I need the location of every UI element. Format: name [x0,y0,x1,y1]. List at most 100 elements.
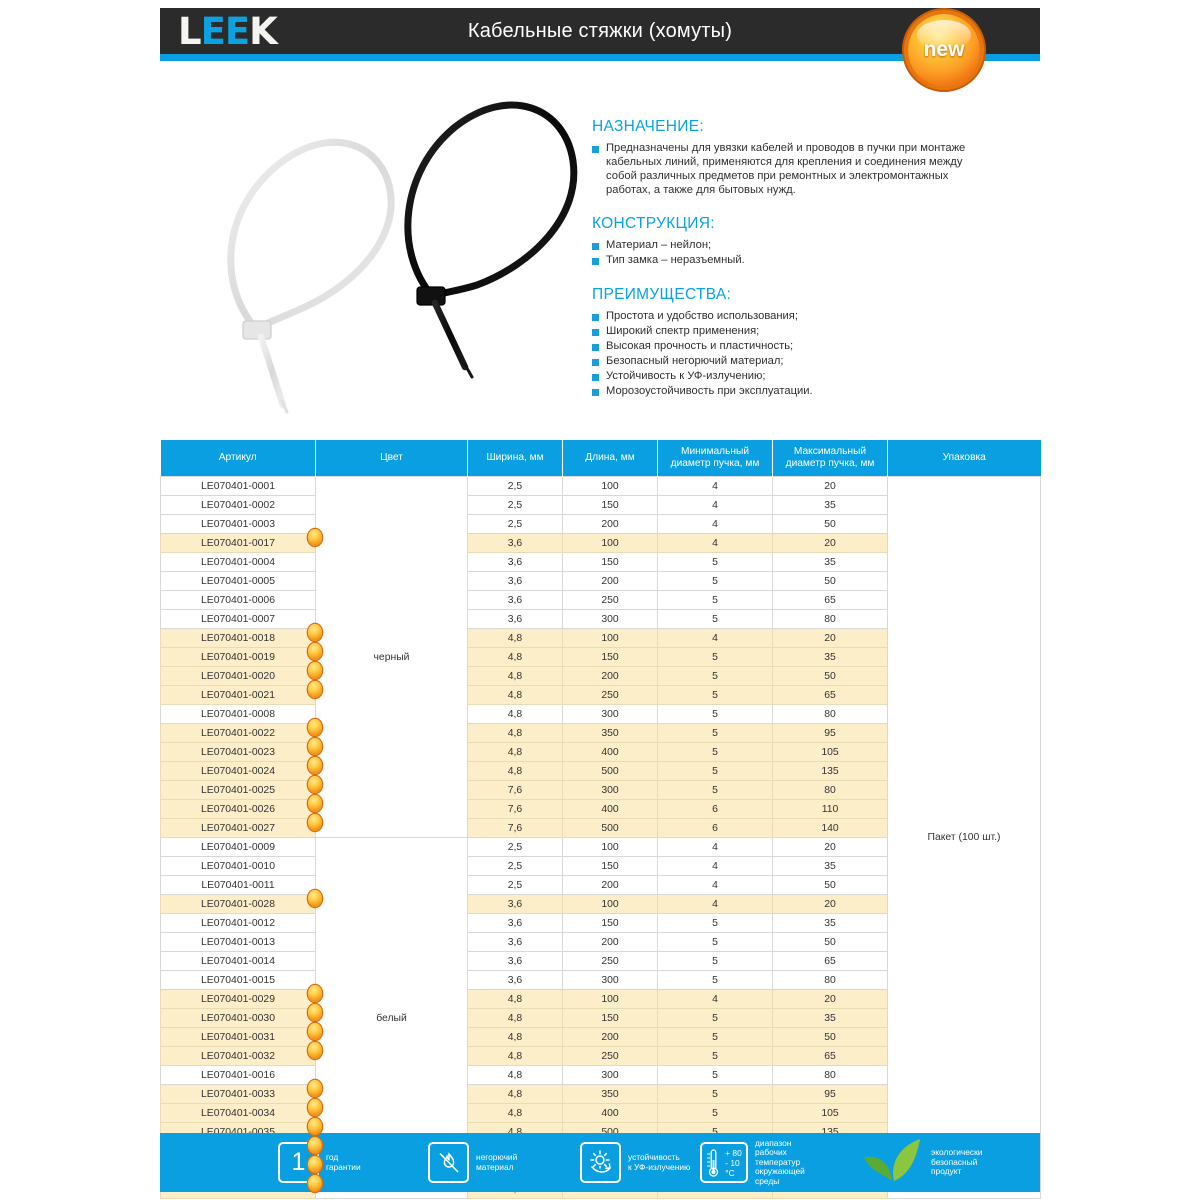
cell-width: 2,5 [467,875,563,895]
cell-length: 200 [562,875,658,895]
new-item-marker-icon [308,1175,322,1192]
info-list-item: Безопасный негорючий материал; [592,354,992,368]
white-cable-tie [227,138,395,414]
col-header-package: Упаковка [887,440,1041,477]
cell-article: LE070401-0006 [160,590,316,610]
info-list-item-text: Тип замка – неразъемный. [606,254,745,267]
cell-length: 250 [562,1046,658,1066]
col-header-width: Ширина, мм [467,440,563,477]
cell-article: LE070401-0001 [160,476,316,496]
cell-max-diameter: 95 [772,1084,888,1104]
info-list-item-text: Устойчивость к УФ-излучению; [606,369,766,382]
cell-article: LE070401-0007 [160,609,316,629]
new-item-marker-icon [308,738,322,755]
cell-width: 4,8 [467,628,563,648]
new-badge-label: new [923,38,965,61]
table-row: LE070401-0007 3,6 300 5 80 [160,609,1041,629]
info-section-title: НАЗНАЧЕНИЕ: [592,118,704,135]
new-item-marker-icon [308,1156,322,1173]
col-header-max-diam: Максимальный диаметр пучка, мм [772,440,888,477]
cell-length: 400 [562,1103,658,1123]
cell-min-diameter: 5 [657,1008,773,1028]
new-badge: new [908,14,980,86]
new-item-marker-icon [308,814,322,831]
cell-article: LE070401-0026 [160,795,322,819]
cell-max-diameter: 80 [772,609,888,629]
cell-width: 2,5 [467,514,563,534]
cell-max-diameter: 50 [772,875,888,895]
square-bullet-icon [592,343,599,351]
cell-max-diameter: 80 [772,704,888,724]
cell-article: LE070401-0017 [160,529,322,553]
uv-sun-icon [580,1142,621,1183]
cell-width: 4,8 [467,685,563,705]
new-item-marker-icon [308,985,322,1002]
info-section: КОНСТРУКЦИЯ: Материал – нейлон; Тип замка … [592,215,992,267]
info-list-item: Простота и удобство использования; [592,309,992,323]
cell-max-diameter: 35 [772,552,888,572]
cell-min-diameter: 4 [657,495,773,515]
cell-width: 4,8 [467,1046,563,1066]
cell-article: LE070401-0021 [160,681,322,705]
info-list-item-text: Материал – нейлон; [606,239,712,252]
table-row: LE070401-0027 7,6 500 6 140 [160,814,1041,838]
table-row: LE070401-0021 4,8 250 5 65 [160,681,1041,705]
cell-width: 3,6 [467,951,563,971]
cell-width: 3,6 [467,913,563,933]
col-header-min-diam: Минимальный диаметр пучка, мм [657,440,773,477]
new-item-marker-icon [308,1099,322,1116]
footer-feature-label: диапазон рабочих температур окружающей с… [755,1137,805,1186]
cell-length: 350 [562,1084,658,1104]
cell-article: LE070401-0034 [160,1099,322,1123]
cell-width: 3,6 [467,552,563,572]
new-item-marker-icon [308,624,322,641]
cell-max-diameter: 20 [772,476,888,496]
cell-article: LE070401-0015 [160,970,316,990]
cell-length: 500 [562,761,658,781]
cell-length: 250 [562,685,658,705]
cell-min-diameter: 4 [657,533,773,553]
table-row: LE070401-0033 4,8 350 5 95 [160,1080,1041,1104]
cell-width: 4,8 [467,1103,563,1123]
cell-max-diameter: 50 [772,666,888,686]
logo-part-3: K [249,9,278,53]
new-item-marker-icon [308,643,322,660]
cell-width: 4,8 [467,742,563,762]
table-row: LE070401-0022 4,8 350 5 95 [160,719,1041,743]
table-header-row: Артикул Цвет Ширина, мм Длина, мм Минима… [160,440,1041,477]
cell-max-diameter: 65 [772,590,888,610]
col-header-color: Цвет [315,440,468,477]
cell-length: 150 [562,1008,658,1028]
cell-min-diameter: 5 [657,1103,773,1123]
temperature-range-value: + 80- 10 °C [725,1148,742,1178]
square-bullet-icon [592,358,599,366]
info-column: НАЗНАЧЕНИЕ: Предназначены для увязки кабе… [592,118,992,416]
cell-article: LE070401-0031 [160,1023,322,1047]
cell-width: 2,5 [467,856,563,876]
info-list-item: Материал – нейлон; [592,238,992,252]
table-row: LE070401-0013 3,6 200 5 50 [160,932,1041,952]
cell-min-diameter: 5 [657,761,773,781]
cell-min-diameter: 4 [657,894,773,914]
table-body: LE070401-0001 черный 2,5 100 4 20 Пакет (100 ш… [160,476,1041,1199]
cell-min-diameter: 4 [657,476,773,496]
cell-article: LE070401-0025 [160,776,322,800]
cell-min-diameter: 4 [657,514,773,534]
info-list-item-text: Простота и удобство использования; [606,309,798,322]
cell-max-diameter: 50 [772,571,888,591]
cell-width: 7,6 [467,780,563,800]
cell-min-diameter: 5 [657,571,773,591]
info-list-item-text: Безопасный негорючий материал; [606,354,784,367]
cell-max-diameter: 20 [772,989,888,1009]
table-row: LE070401-0002 2,5 150 4 35 [160,495,1041,515]
temp-unit: °C [725,1167,735,1178]
leek-logo: L EE K [178,10,278,53]
cell-width: 4,8 [467,1027,563,1047]
cell-width: 4,8 [467,1084,563,1104]
cell-article: LE070401-0023 [160,738,322,762]
logo-part-1: L [178,9,202,53]
cell-width: 4,8 [467,666,563,686]
table-row: LE070401-0020 4,8 200 5 50 [160,662,1041,686]
cell-max-diameter: 65 [772,951,888,971]
cell-article: LE070401-0018 [160,624,322,648]
